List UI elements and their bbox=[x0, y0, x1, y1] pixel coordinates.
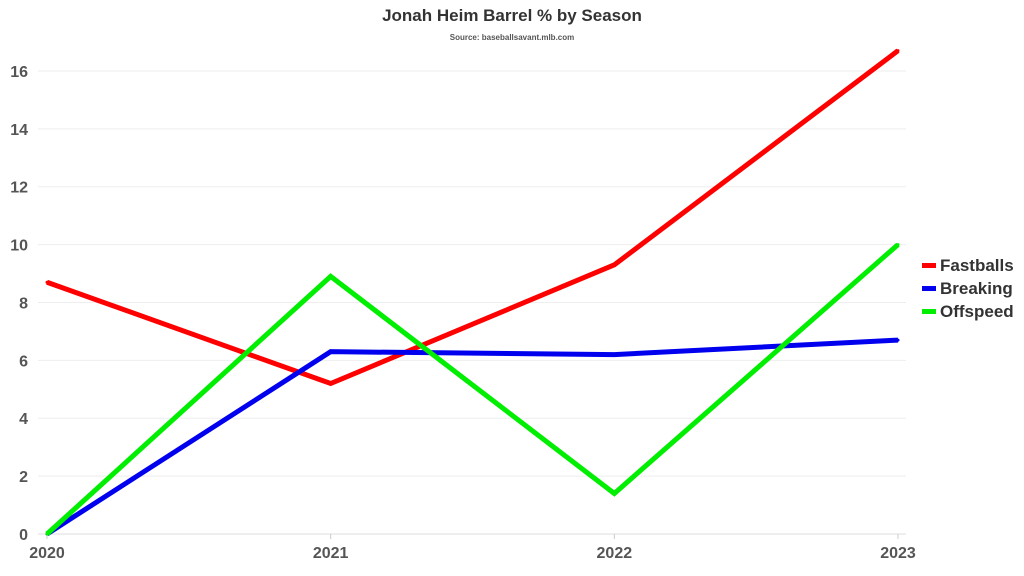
series-line-offspeed bbox=[45, 242, 900, 536]
data-point-offspeed bbox=[896, 243, 900, 247]
legend-item-fastballs: Fastballs bbox=[922, 254, 1014, 277]
y-tick-label: 2 bbox=[19, 469, 28, 486]
chart-subtitle: Source: baseballsavant.mlb.com bbox=[449, 33, 575, 42]
data-point-fastballs bbox=[329, 382, 333, 386]
data-point-fastballs bbox=[896, 49, 900, 53]
data-point-fastballs bbox=[612, 263, 616, 267]
y-tick-label: 6 bbox=[19, 353, 28, 370]
x-tick-label: 2020 bbox=[29, 545, 65, 562]
y-tick-label: 8 bbox=[19, 295, 28, 312]
data-point-breaking bbox=[612, 353, 616, 357]
data-point-fastballs bbox=[45, 280, 49, 284]
legend-label-breaking: Breaking bbox=[940, 278, 1013, 298]
y-tick-label: 4 bbox=[19, 411, 28, 428]
legend-item-breaking: Breaking bbox=[922, 277, 1014, 300]
legend-label-offspeed: Offspeed bbox=[940, 301, 1014, 321]
y-tick-label: 16 bbox=[10, 64, 28, 81]
legend-swatch-offspeed bbox=[922, 309, 936, 314]
data-point-offspeed bbox=[45, 532, 49, 536]
legend-swatch-breaking bbox=[922, 286, 936, 291]
legend-swatch-fastballs bbox=[922, 263, 936, 268]
x-tick-label: 2023 bbox=[880, 545, 916, 562]
data-point-offspeed bbox=[329, 274, 333, 278]
legend-label-fastballs: Fastballs bbox=[940, 255, 1014, 275]
data-point-breaking bbox=[896, 338, 900, 342]
data-point-offspeed bbox=[612, 491, 616, 495]
y-tick-label: 10 bbox=[10, 238, 28, 255]
legend: Fastballs Breaking Offspeed bbox=[922, 254, 1014, 323]
series-line-fastballs bbox=[46, 48, 900, 387]
series-line-breaking bbox=[45, 337, 899, 537]
chart-title: Jonah Heim Barrel % by Season bbox=[382, 6, 642, 25]
x-tick-label: 2021 bbox=[313, 545, 349, 562]
x-tick-label: 2022 bbox=[597, 545, 633, 562]
y-tick-label: 0 bbox=[19, 527, 28, 544]
legend-item-offspeed: Offspeed bbox=[922, 300, 1014, 323]
y-tick-label: 12 bbox=[10, 180, 28, 197]
data-point-breaking bbox=[329, 350, 333, 354]
y-tick-label: 14 bbox=[10, 122, 28, 139]
